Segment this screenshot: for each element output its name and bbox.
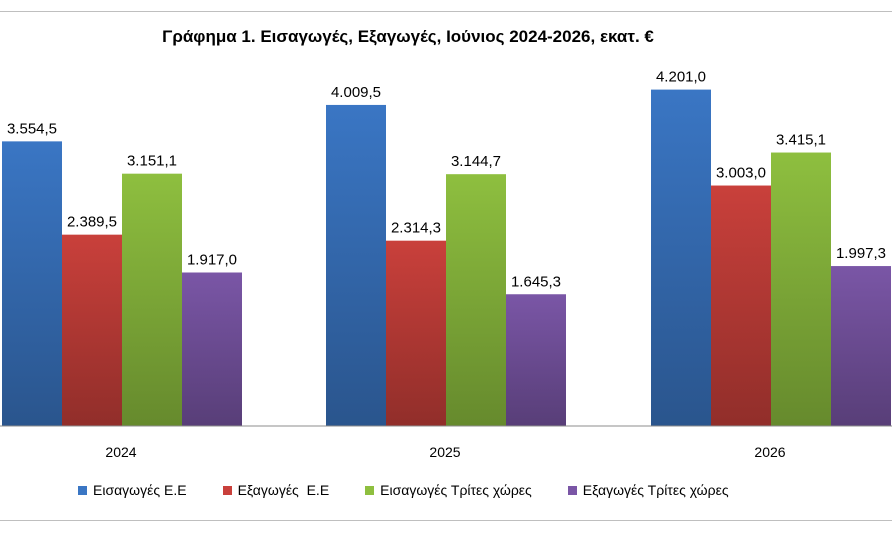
bar-2024-series-4 (182, 272, 242, 426)
data-label-2026-series-3: 3.415,1 (776, 132, 826, 149)
bar-2026-series-2 (711, 185, 771, 426)
bar-2026-series-4 (831, 266, 891, 426)
data-label-2024-series-2: 2.389,5 (67, 214, 117, 231)
data-label-2025-series-3: 3.144,7 (451, 153, 501, 170)
bar-2025-series-1 (326, 104, 386, 426)
data-label-2025-series-2: 2.314,3 (391, 220, 441, 237)
legend-label-3: Εισαγωγές Τρίτες χώρες (380, 482, 532, 498)
legend-swatch-1 (78, 485, 87, 495)
x-tick-labels-group: 2024 2025 2026 (105, 444, 785, 460)
bar-2024-series-2 (62, 234, 122, 426)
bars-group (2, 89, 891, 427)
data-label-2026-series-2: 3.003,0 (716, 165, 766, 182)
bar-2025-series-2 (386, 240, 446, 426)
chart-title-text: Γράφημα 1. Εισαγωγές, Εξαγωγές, Ιούνιος … (162, 27, 654, 46)
data-labels-group: 3.554,5 2.389,5 3.151,1 1.917,0 4.009,5 2.314… (7, 69, 886, 291)
legend-swatch-4 (567, 485, 577, 495)
bar-2024-series-1 (2, 141, 62, 427)
data-label-2025-series-4: 1.645,3 (511, 273, 561, 290)
data-label-2025-series-1: 4.009,5 (331, 84, 381, 101)
chart-title: Γράφημα 1. Εισαγωγές, Εξαγωγές, Ιούνιος … (0, 27, 892, 47)
legend-item-4: Εξαγωγές Τρίτες χώρες (567, 482, 729, 498)
legend-swatch-3 (365, 485, 375, 495)
x-tick-label-2025: 2025 (429, 444, 460, 460)
data-label-2024-series-1: 3.554,5 (7, 120, 57, 137)
legend-item-3: Εισαγωγές Τρίτες χώρες (365, 482, 532, 498)
bar-2025-series-3 (446, 174, 506, 426)
legend-label-2: Εξαγωγές Ε.Ε (237, 482, 330, 498)
legend-item-2: Εξαγωγές Ε.Ε (222, 482, 330, 498)
bar-2024-series-3 (122, 173, 182, 426)
x-tick-label-2026: 2026 (754, 444, 785, 460)
legend-label-1: Εισαγωγές Ε.Ε (93, 482, 187, 498)
legend-swatch-2 (222, 485, 232, 495)
legend-item-1: Εισαγωγές Ε.Ε (78, 482, 187, 498)
bar-2026-series-3 (771, 152, 831, 427)
bar-2026-series-1 (651, 89, 711, 426)
data-label-2024-series-4: 1.917,0 (187, 251, 237, 268)
data-label-2024-series-3: 3.151,1 (127, 153, 177, 170)
bar-2025-series-4 (506, 294, 566, 426)
data-label-2026-series-4: 1.997,3 (836, 245, 886, 262)
legend: Εισαγωγές Ε.Ε Εξαγωγές Ε.Ε Εισαγωγές Τρίτε… (78, 482, 765, 498)
x-tick-label-2024: 2024 (105, 444, 136, 460)
chart-frame (0, 11, 892, 521)
data-label-2026-series-1: 4.201,0 (656, 69, 706, 86)
legend-label-4: Εξαγωγές Τρίτες χώρες (582, 482, 729, 498)
